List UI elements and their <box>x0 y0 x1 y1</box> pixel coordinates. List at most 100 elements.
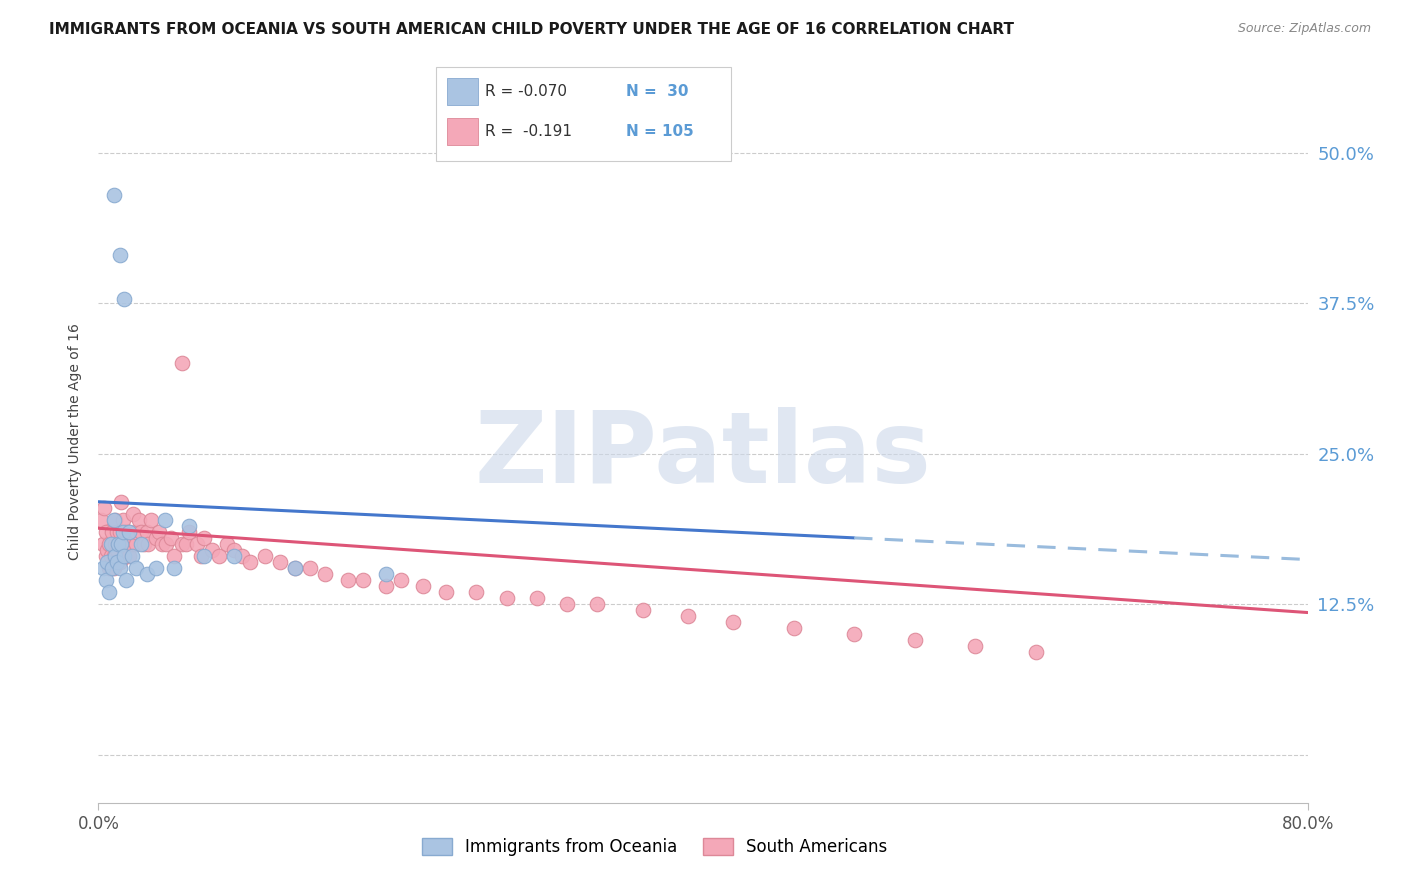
Point <box>90 513 112 527</box>
Point <box>103 187 125 202</box>
Point <box>98 561 121 575</box>
Text: N =  30: N = 30 <box>626 85 688 99</box>
Point <box>723 615 745 630</box>
Point <box>186 537 208 551</box>
Point <box>121 537 143 551</box>
Point <box>136 537 159 551</box>
Point <box>101 524 124 539</box>
Point <box>153 513 176 527</box>
Point <box>98 537 121 551</box>
Point <box>224 542 246 557</box>
Point <box>465 585 488 599</box>
Point <box>150 537 173 551</box>
Point <box>98 585 121 599</box>
Point <box>193 549 215 563</box>
Point <box>231 549 253 563</box>
Point <box>100 561 122 575</box>
Point <box>145 531 167 545</box>
Point <box>201 542 224 557</box>
Point <box>129 524 152 539</box>
Point <box>94 573 117 587</box>
Text: IMMIGRANTS FROM OCEANIA VS SOUTH AMERICAN CHILD POVERTY UNDER THE AGE OF 16 CORR: IMMIGRANTS FROM OCEANIA VS SOUTH AMERICA… <box>49 22 1014 37</box>
Point <box>526 591 548 606</box>
Point <box>125 524 148 539</box>
Point <box>284 561 307 575</box>
Point <box>179 524 201 539</box>
Point <box>110 537 132 551</box>
Point <box>112 549 135 563</box>
Point <box>586 597 609 611</box>
Point <box>111 513 134 527</box>
Point <box>141 513 163 527</box>
Point <box>96 555 118 569</box>
Point <box>115 537 138 551</box>
Point <box>555 597 578 611</box>
Point <box>676 609 699 624</box>
Y-axis label: Child Poverty Under the Age of 16: Child Poverty Under the Age of 16 <box>69 323 83 560</box>
Point <box>129 537 152 551</box>
Point <box>155 537 177 551</box>
Point <box>105 524 128 539</box>
Point <box>783 621 806 635</box>
Point <box>125 561 148 575</box>
Point <box>160 531 183 545</box>
Point <box>389 573 412 587</box>
Point <box>111 537 134 551</box>
Point <box>93 500 115 515</box>
Point <box>135 524 157 539</box>
Point <box>94 524 117 539</box>
Point <box>965 639 987 653</box>
Point <box>135 567 157 582</box>
Point <box>114 573 136 587</box>
Point <box>148 524 170 539</box>
Point <box>96 542 118 557</box>
Point <box>122 507 145 521</box>
Point <box>193 531 215 545</box>
Point <box>374 567 396 582</box>
Point <box>104 537 127 551</box>
Point <box>145 561 167 575</box>
Text: R =  -0.191: R = -0.191 <box>485 124 572 138</box>
Legend: Immigrants from Oceania, South Americans: Immigrants from Oceania, South Americans <box>415 831 894 863</box>
Point <box>1024 645 1046 659</box>
Point <box>163 549 186 563</box>
Point <box>314 567 336 582</box>
Point <box>112 293 135 307</box>
Point <box>128 513 150 527</box>
Point <box>100 549 122 563</box>
Point <box>105 542 128 557</box>
Point <box>170 537 193 551</box>
Point <box>299 561 322 575</box>
Point <box>284 561 307 575</box>
Point <box>179 519 201 533</box>
Point <box>104 549 127 563</box>
Point <box>118 524 141 539</box>
Point <box>352 573 374 587</box>
Point <box>100 537 122 551</box>
Text: ZIPatlas: ZIPatlas <box>475 408 931 505</box>
Point <box>103 549 125 563</box>
Point <box>103 561 125 575</box>
Point <box>91 537 114 551</box>
Point <box>631 603 654 617</box>
Point <box>844 627 866 641</box>
Point <box>103 513 125 527</box>
Point <box>125 537 148 551</box>
Point <box>111 524 134 539</box>
Point <box>190 549 212 563</box>
Point <box>108 555 131 569</box>
Point <box>107 537 129 551</box>
Point <box>104 513 127 527</box>
Point <box>215 537 238 551</box>
Point <box>374 579 396 593</box>
Point <box>208 549 231 563</box>
Point <box>112 549 135 563</box>
Point <box>253 549 276 563</box>
Text: Source: ZipAtlas.com: Source: ZipAtlas.com <box>1237 22 1371 36</box>
Point <box>412 579 434 593</box>
Point <box>108 248 131 262</box>
Point <box>94 549 117 563</box>
Point <box>174 537 197 551</box>
Point <box>110 494 132 508</box>
Point <box>105 555 128 569</box>
